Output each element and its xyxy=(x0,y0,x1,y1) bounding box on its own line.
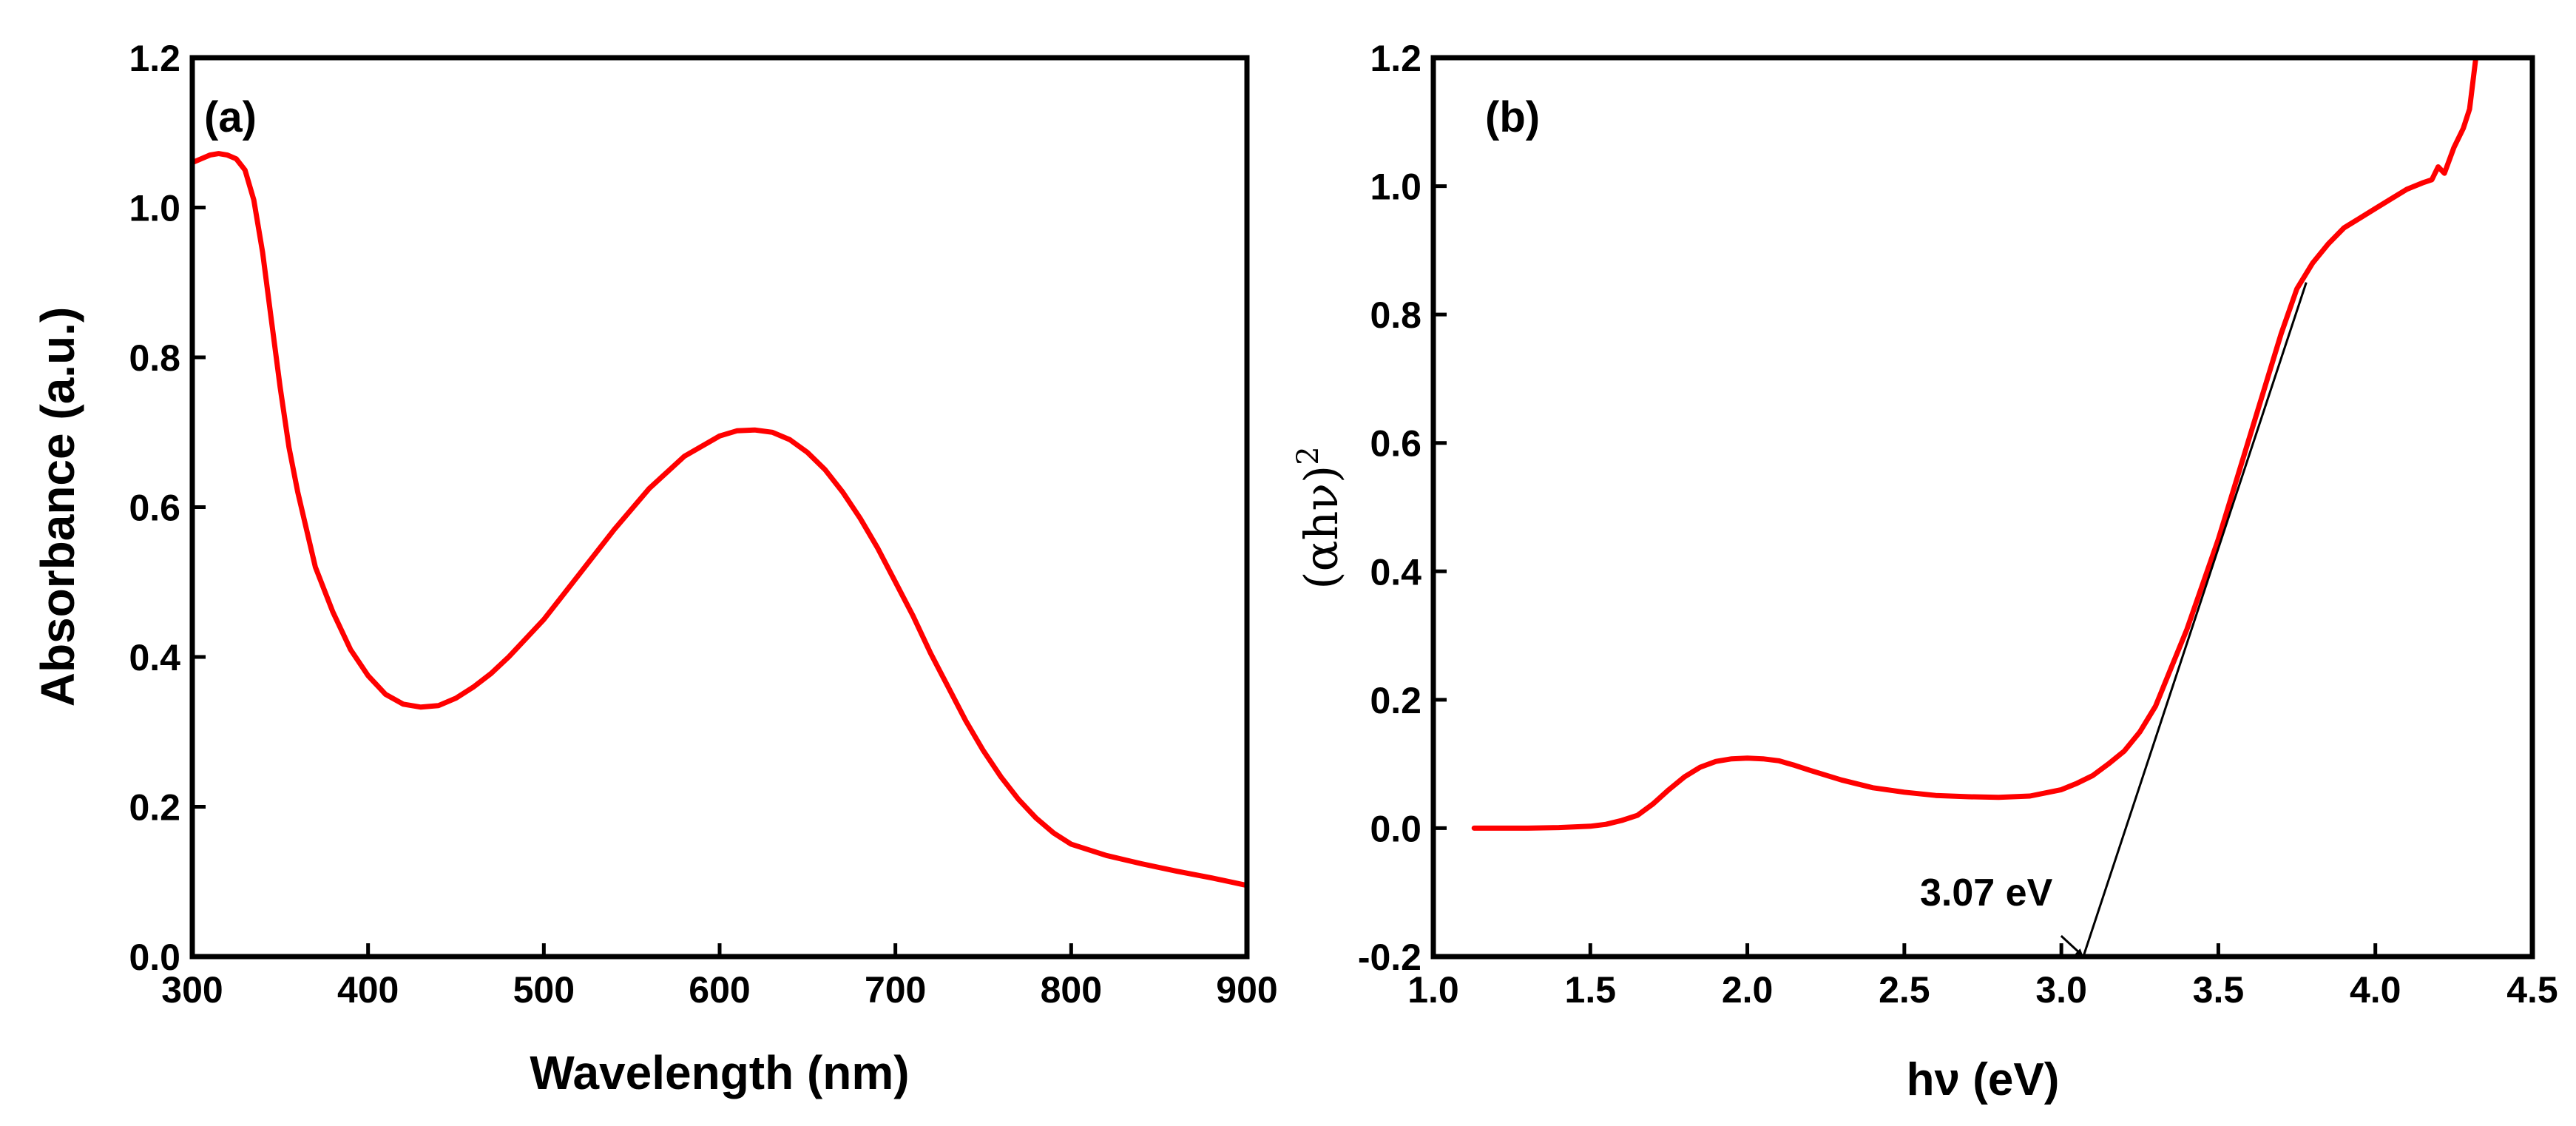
x-tick-label-a: 400 xyxy=(337,969,399,1011)
y-tick-label-b: 0.8 xyxy=(1370,294,1421,336)
x-tick-label-a: 300 xyxy=(161,969,223,1011)
panel-label-b: (b) xyxy=(1485,93,1540,141)
y-tick-label-b: -0.2 xyxy=(1358,937,1421,978)
bandgap-arrow xyxy=(2060,934,2083,957)
bandgap-annotation-label: 3.07 eV xyxy=(1920,872,2053,914)
series-line-b xyxy=(1471,55,2479,831)
y-tick-label-b: 0.2 xyxy=(1370,680,1421,721)
plot-frame-a xyxy=(189,55,1250,960)
y-tick-label-a: 0.6 xyxy=(129,488,180,529)
y-tick-label-b: 1.0 xyxy=(1370,166,1421,208)
x-tick-label-b: 4.5 xyxy=(2506,969,2558,1011)
x-tick-label-b: 3.5 xyxy=(2193,969,2245,1011)
x-tick-label-a: 600 xyxy=(689,969,750,1011)
y-tick-label-a: 0.0 xyxy=(129,937,180,978)
y-tick-label-a: 0.8 xyxy=(129,337,180,379)
x-tick-label-a: 800 xyxy=(1041,969,1102,1011)
y-tick-label-a: 1.2 xyxy=(129,38,180,79)
x-tick-label-b: 3.0 xyxy=(2035,969,2087,1011)
x-tick-label-a: 900 xyxy=(1216,969,1277,1011)
y-tick-label-b: 1.2 xyxy=(1370,38,1421,79)
panel-b-marks xyxy=(1471,55,2479,957)
y-tick-label-a: 0.4 xyxy=(129,637,180,678)
plot-frame-b xyxy=(1430,55,2535,960)
chart-panel-a: 300 400 500 600 700 800 900 0.0 0.2 0.4 0.6 0.8 1.0 1… xyxy=(31,38,1278,1099)
y-axis-title-b-base: (αhν) xyxy=(1294,465,1348,590)
panel-a-ticks: 300 400 500 600 700 800 900 0.0 0.2 0.4 0.6 0.8 1.0 1… xyxy=(129,38,1277,1011)
panel-label-a: (a) xyxy=(204,93,257,141)
x-tick-label-b: 2.0 xyxy=(1722,969,1774,1011)
chart-panel-b: 1.0 1.5 2.0 2.5 3.0 3.5 4.0 4.5 -0.2 0.0 0.2 0.4 0.6… xyxy=(1291,38,2558,1105)
y-axis-title-b: (αhν)2 xyxy=(1291,446,1348,589)
y-axis-title-b-sup: 2 xyxy=(1291,446,1325,465)
x-axis-title-b: hν (eV) xyxy=(1907,1054,2060,1105)
x-tick-label-a: 500 xyxy=(513,969,575,1011)
y-axis-title-a: Absorbance (a.u.) xyxy=(31,307,84,707)
x-tick-label-a: 700 xyxy=(865,969,926,1011)
x-tick-label-b: 1.5 xyxy=(1565,969,1617,1011)
x-axis-title-a: Wavelength (nm) xyxy=(530,1046,909,1099)
y-tick-label-a: 1.0 xyxy=(129,188,180,229)
y-tick-label-b: 0.0 xyxy=(1370,808,1421,849)
y-tick-label-a: 0.2 xyxy=(129,787,180,829)
y-tick-label-b: 0.6 xyxy=(1370,423,1421,465)
x-tick-label-b: 4.0 xyxy=(2350,969,2401,1011)
y-tick-label-b: 0.4 xyxy=(1370,551,1421,593)
x-tick-label-b: 2.5 xyxy=(1879,969,1930,1011)
series-line-a xyxy=(189,151,1250,889)
x-tick-label-b: 1.0 xyxy=(1407,969,1459,1011)
panel-a-marks xyxy=(189,151,1250,889)
linear-fit-line xyxy=(2082,282,2308,957)
panel-b-ticks: 1.0 1.5 2.0 2.5 3.0 3.5 4.0 4.5 -0.2 0.0 0.2 0.4 0.6… xyxy=(1358,38,2558,1011)
